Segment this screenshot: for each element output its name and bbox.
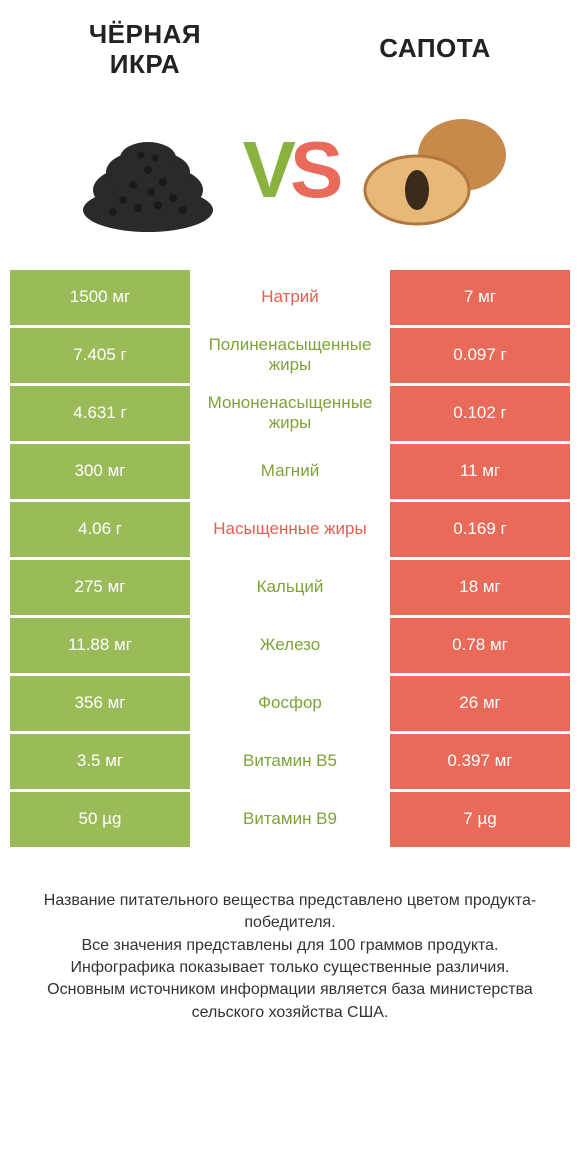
nutrient-label-cell: Фосфор <box>190 676 390 731</box>
right-value-cell: 0.397 мг <box>390 734 570 789</box>
left-value-cell: 50 µg <box>10 792 190 847</box>
nutrient-label-cell: Натрий <box>190 270 390 325</box>
header-left: ЧЁРНАЯИКРА <box>0 20 290 80</box>
right-value-cell: 0.102 г <box>390 386 570 441</box>
nutrient-label-cell: Кальций <box>190 560 390 615</box>
nutrient-label-cell: Полиненасыщенные жиры <box>190 328 390 383</box>
sapota-icon <box>347 100 517 240</box>
caviar-icon <box>63 100 233 240</box>
vs-label: VS <box>243 130 338 210</box>
footer-line: Все значения представлены для 100 граммо… <box>24 935 556 957</box>
nutrient-label-cell: Витамин B5 <box>190 734 390 789</box>
footer-notes: Название питательного вещества представл… <box>0 850 580 1024</box>
right-value-cell: 0.78 мг <box>390 618 570 673</box>
left-value-cell: 1500 мг <box>10 270 190 325</box>
left-value-cell: 356 мг <box>10 676 190 731</box>
right-value-cell: 0.169 г <box>390 502 570 557</box>
left-value-cell: 4.06 г <box>10 502 190 557</box>
left-value-cell: 300 мг <box>10 444 190 499</box>
vs-v: V <box>243 125 290 214</box>
table-row: 7.405 гПолиненасыщенные жиры0.097 г <box>10 328 570 386</box>
table-row: 1500 мгНатрий7 мг <box>10 270 570 328</box>
right-value-cell: 7 мг <box>390 270 570 325</box>
right-value-cell: 11 мг <box>390 444 570 499</box>
table-row: 4.631 гМононенасыщенные жиры0.102 г <box>10 386 570 444</box>
header: ЧЁРНАЯИКРА САПОТА <box>0 0 580 90</box>
table-row: 4.06 гНасыщенные жиры0.169 г <box>10 502 570 560</box>
right-value-cell: 0.097 г <box>390 328 570 383</box>
nutrient-label-cell: Магний <box>190 444 390 499</box>
left-value-cell: 3.5 мг <box>10 734 190 789</box>
footer-line: Инфографика показывает только существенн… <box>24 957 556 979</box>
nutrient-label-cell: Витамин B9 <box>190 792 390 847</box>
right-value-cell: 7 µg <box>390 792 570 847</box>
left-value-cell: 4.631 г <box>10 386 190 441</box>
right-product-image <box>347 100 517 240</box>
left-value-cell: 11.88 мг <box>10 618 190 673</box>
right-value-cell: 18 мг <box>390 560 570 615</box>
table-row: 50 µgВитамин B97 µg <box>10 792 570 850</box>
right-product-title: САПОТА <box>290 34 580 64</box>
vs-row: VS <box>0 90 580 270</box>
header-right: САПОТА <box>290 20 580 64</box>
table-row: 275 мгКальций18 мг <box>10 560 570 618</box>
nutrient-label-cell: Мононенасыщенные жиры <box>190 386 390 441</box>
left-product-title: ЧЁРНАЯИКРА <box>0 20 290 80</box>
comparison-table: 1500 мгНатрий7 мг7.405 гПолиненасыщенные… <box>10 270 570 850</box>
right-value-cell: 26 мг <box>390 676 570 731</box>
table-row: 3.5 мгВитамин B50.397 мг <box>10 734 570 792</box>
left-product-image <box>63 100 233 240</box>
left-value-cell: 7.405 г <box>10 328 190 383</box>
table-row: 300 мгМагний11 мг <box>10 444 570 502</box>
footer-line: Название питательного вещества представл… <box>24 890 556 935</box>
left-value-cell: 275 мг <box>10 560 190 615</box>
table-row: 356 мгФосфор26 мг <box>10 676 570 734</box>
nutrient-label-cell: Железо <box>190 618 390 673</box>
table-row: 11.88 мгЖелезо0.78 мг <box>10 618 570 676</box>
nutrient-label-cell: Насыщенные жиры <box>190 502 390 557</box>
footer-line: Основным источником информации является … <box>24 979 556 1024</box>
vs-s: S <box>290 125 337 214</box>
